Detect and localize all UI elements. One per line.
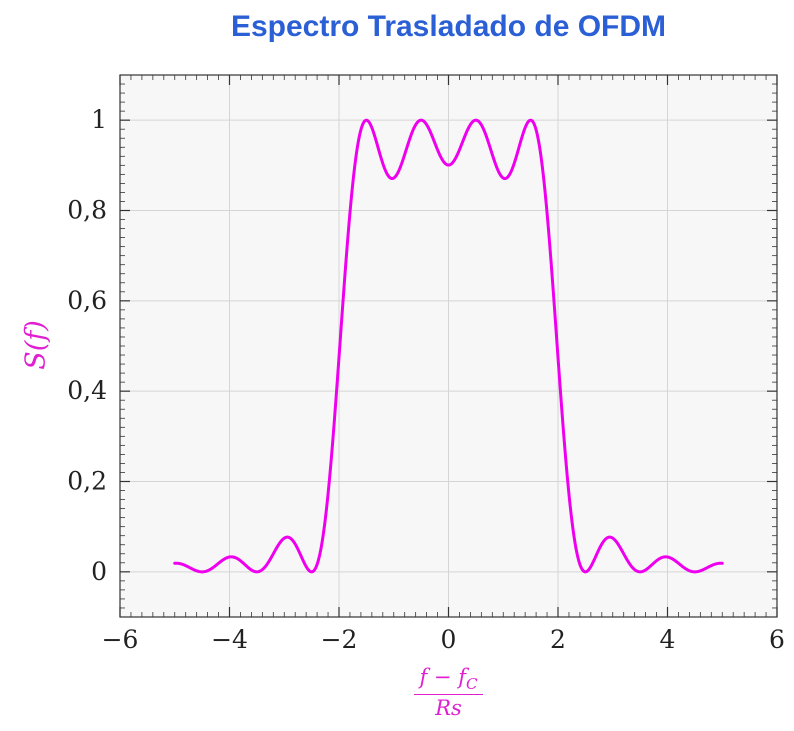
spectrum-curve (173, 118, 724, 574)
x-tick-label: 4 (660, 625, 676, 654)
y-tick-label: 0,6 (67, 286, 107, 315)
x-axis-label-numerator-main: f − f (419, 665, 466, 689)
y-tick-label: 1 (91, 105, 107, 134)
y-axis-label: S(f) (20, 320, 52, 370)
y-tick-label: 0,2 (67, 467, 107, 496)
x-tick-label: 2 (550, 625, 566, 654)
chart-title: Espectro Trasladado de OFDM (230, 10, 667, 43)
plot-border (119, 74, 778, 618)
x-tick-label: 6 (769, 625, 785, 654)
y-tick-label: 0,8 (67, 196, 107, 225)
y-tick-label: 0 (91, 557, 107, 586)
x-tick-label: 0 (441, 625, 457, 654)
x-tick-label: −6 (102, 625, 139, 654)
x-axis-label-denominator: Rs (435, 696, 462, 721)
x-axis-label-numerator: f − fC (414, 664, 483, 696)
x-tick-label: −2 (321, 625, 358, 654)
y-tick-label: 0,4 (67, 376, 107, 405)
x-tick-label: −4 (211, 625, 248, 654)
x-axis-label-numerator-sub: C (465, 675, 478, 694)
x-axis-label: f − fC Rs (120, 664, 777, 721)
x-axis-label-fraction: f − fC Rs (414, 664, 483, 721)
